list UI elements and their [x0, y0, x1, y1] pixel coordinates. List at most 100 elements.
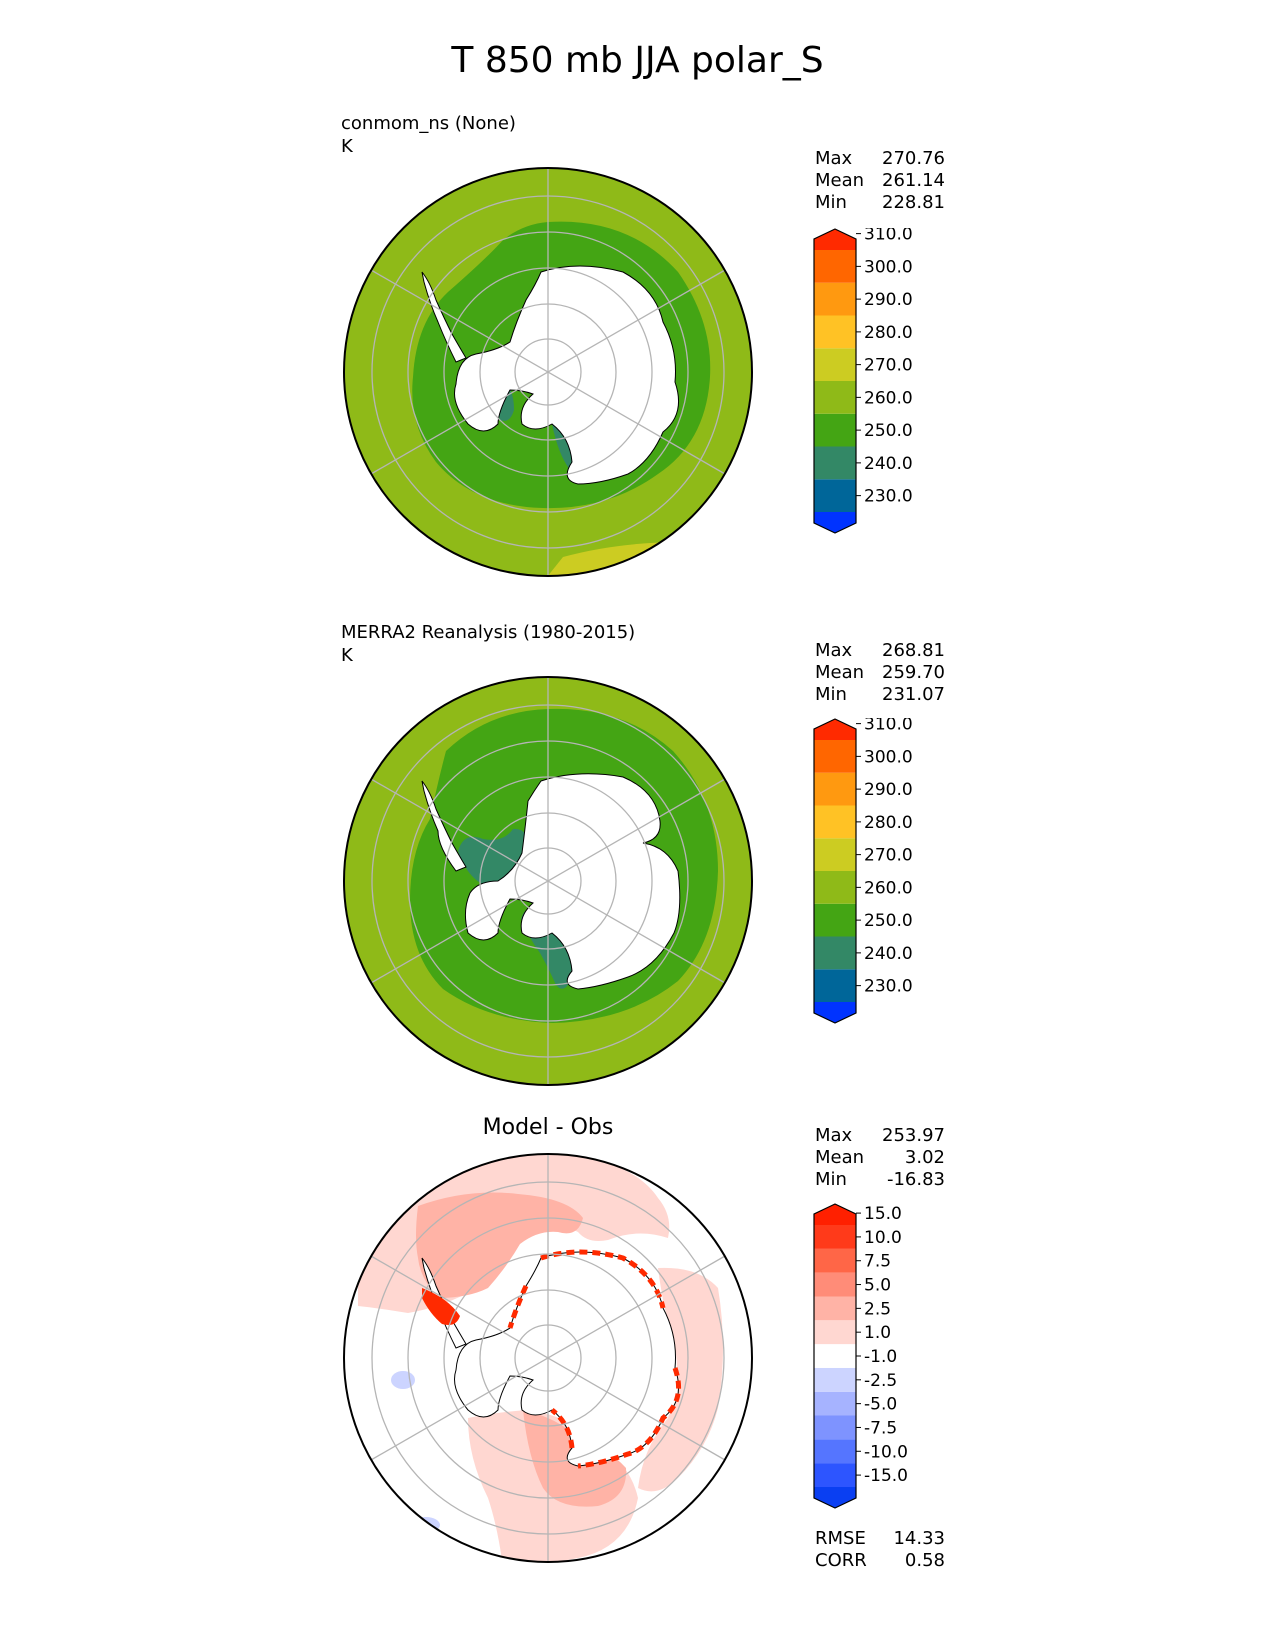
colorbar-segment: [814, 315, 856, 349]
warm-anomaly-lobe-east: [638, 1267, 723, 1492]
colorbar-tick-label: 260.0: [864, 878, 913, 898]
colorbar-segment: [814, 936, 856, 970]
colorbar-tick-label: 280.0: [864, 813, 913, 833]
colorbar-segment: [814, 446, 856, 480]
colorbar-tick-label: 5.0: [864, 1276, 891, 1296]
antarctic-continent: [454, 265, 679, 485]
colorbar-tick-label: 300.0: [864, 747, 913, 767]
panel-3-map: [343, 1153, 753, 1563]
colorbar-outline: [813, 1203, 857, 1509]
colorbar-segment: [814, 1439, 856, 1464]
colorbar-segment: [814, 348, 856, 381]
stat-mean: Mean 261.14: [815, 170, 945, 191]
colorbar-segment: [814, 1272, 856, 1297]
colorbar-tick-label: 10.0: [864, 1228, 902, 1248]
colorbar-segment: [814, 1296, 856, 1321]
colorbar-tick-label: 300.0: [864, 257, 913, 277]
panel-3-title: Model - Obs: [482, 1115, 614, 1140]
colorbar-segment: [814, 282, 856, 316]
colorbar-tick-label: 1.0: [864, 1323, 891, 1343]
colorbar-segment: [814, 479, 856, 512]
stat-min: Min -16.83: [815, 1169, 945, 1190]
colorbar-tick-label: -7.5: [864, 1418, 897, 1438]
panel-1-name: conmom_ns (None): [341, 113, 516, 134]
colorbar-tick-label: 240.0: [864, 944, 913, 964]
colorbar-tick-label: 290.0: [864, 290, 913, 310]
colorbar-segment: [814, 772, 856, 806]
colorbar-tick-label: 260.0: [864, 388, 913, 408]
colorbar-tick-label: 15.0: [864, 1204, 902, 1224]
colorbar-segment: [814, 1391, 856, 1416]
colorbar-segment: [814, 871, 856, 904]
colorbar-tick-label: 270.0: [864, 356, 913, 376]
colorbar-tick-label: 290.0: [864, 780, 913, 800]
stat-min: Min 231.07: [815, 684, 945, 705]
coastal-anomaly-rim: [507, 1249, 681, 1469]
peninsula-anomaly: [422, 1288, 460, 1325]
colorbar-segment: [814, 1367, 856, 1392]
colorbar-segment: [814, 229, 856, 250]
colorbar-outline: [813, 228, 857, 534]
colorbar-segment: [814, 1415, 856, 1440]
map-boundary: [343, 167, 753, 577]
colorbar-tick-label: 310.0: [864, 228, 913, 245]
colorbar-tick-label: 270.0: [864, 846, 913, 866]
cool-anomaly-patch: [412, 1517, 440, 1533]
colorbar-segment: [814, 1248, 856, 1273]
panel-3-metrics: RMSE 14.33 CORR 0.58: [815, 1528, 945, 1572]
panel-1-stats: Max 270.76 Mean 261.14 Min 228.81: [815, 148, 945, 214]
antarctic-continent: [454, 1251, 679, 1467]
colorbar-tick-label: -15.0: [864, 1466, 908, 1486]
graticule: [370, 677, 726, 1085]
metric-rmse: RMSE 14.33: [815, 1528, 945, 1549]
panel-2-units: K: [341, 645, 353, 666]
panel-2-map: [343, 676, 753, 1086]
colorbar-tick-label: 2.5: [864, 1299, 891, 1319]
panel-3-colorbar: -15.0 -10.0 -7.5 -5.0 -2.5 -1.0 1.0 2.5 5.0 7.5 10…: [813, 1203, 908, 1509]
colorbar-tick-label: 7.5: [864, 1252, 891, 1272]
colorbar-tick-label: 280.0: [864, 323, 913, 343]
panel-1-units: K: [341, 136, 353, 157]
colorbar-segment: [814, 740, 856, 773]
colorbar-segment: [814, 1320, 856, 1345]
panel-1-colorbar: 230.0 240.0 250.0 260.0 270.0 280.0 290.0 300.0…: [813, 228, 913, 534]
map-boundary: [343, 1153, 753, 1563]
figure-title: T 850 mb JJA polar_S: [451, 40, 824, 81]
stat-max: Max 268.81: [815, 640, 945, 661]
colorbar-segment: [814, 838, 856, 871]
panel-1-map: [343, 167, 753, 577]
colorbar-segment: [814, 1204, 856, 1225]
colorbar-segment: [814, 903, 856, 937]
colorbar-segment: [814, 1487, 856, 1508]
panel-2-stats: Max 268.81 Mean 259.70 Min 231.07: [815, 640, 945, 706]
colorbar-segment: [814, 1002, 856, 1023]
colorbar-segment: [814, 413, 856, 447]
colorbar-tick-label: 250.0: [864, 421, 913, 441]
stat-mean: Mean 259.70: [815, 662, 945, 683]
panel-3-stats: Max 253.97 Mean 3.02 Min -16.83: [815, 1125, 945, 1191]
colorbar-segment: [814, 1344, 856, 1368]
colorbar-segment: [814, 512, 856, 533]
colorbar-tick-label: -1.0: [864, 1347, 897, 1367]
colorbar-segment: [814, 381, 856, 414]
colorbar-tick-label: -10.0: [864, 1442, 908, 1462]
colorbar-segment: [814, 250, 856, 283]
warm-anomaly-core-north: [416, 1192, 583, 1298]
colorbar-tick-label: 230.0: [864, 977, 913, 997]
stat-min: Min 228.81: [815, 192, 945, 213]
colorbar-outline: [813, 718, 857, 1024]
panel-2-name: MERRA2 Reanalysis (1980-2015): [341, 622, 636, 643]
colorbar-segment: [814, 1225, 856, 1249]
colorbar-segment: [814, 719, 856, 740]
stat-max: Max 253.97: [815, 1125, 945, 1146]
stat-mean: Mean 3.02: [815, 1147, 945, 1168]
stat-max: Max 270.76: [815, 148, 945, 169]
colorbar-segment: [814, 1463, 856, 1487]
colorbar-tick-label: 230.0: [864, 487, 913, 507]
antarctic-peninsula: [421, 780, 467, 872]
antarctic-continent: [464, 773, 681, 990]
panel-1-title: conmom_ns (None) K: [341, 112, 516, 158]
map-boundary: [343, 676, 753, 1086]
colorbar-segment: [814, 969, 856, 1002]
panel-2-colorbar: 230.0 240.0 250.0 260.0 270.0 280.0 290.0 300.0…: [813, 718, 913, 1024]
